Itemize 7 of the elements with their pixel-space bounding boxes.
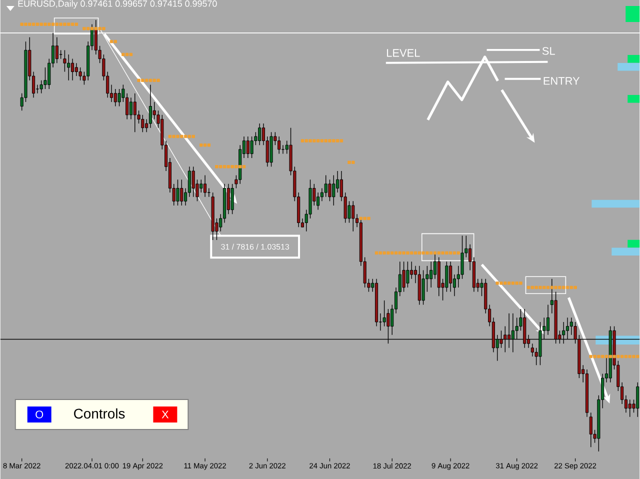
chart-title: EURUSD,Daily 0.97461 0.99657 0.97415 0.99570 bbox=[18, 0, 217, 8]
annotation: O bbox=[36, 410, 44, 418]
annotation: X bbox=[162, 410, 169, 418]
annotation: ENTRY bbox=[544, 76, 580, 84]
annotation: Controls bbox=[74, 408, 125, 418]
annotation: LEVEL bbox=[387, 48, 420, 57]
annotation: SL bbox=[542, 46, 555, 55]
